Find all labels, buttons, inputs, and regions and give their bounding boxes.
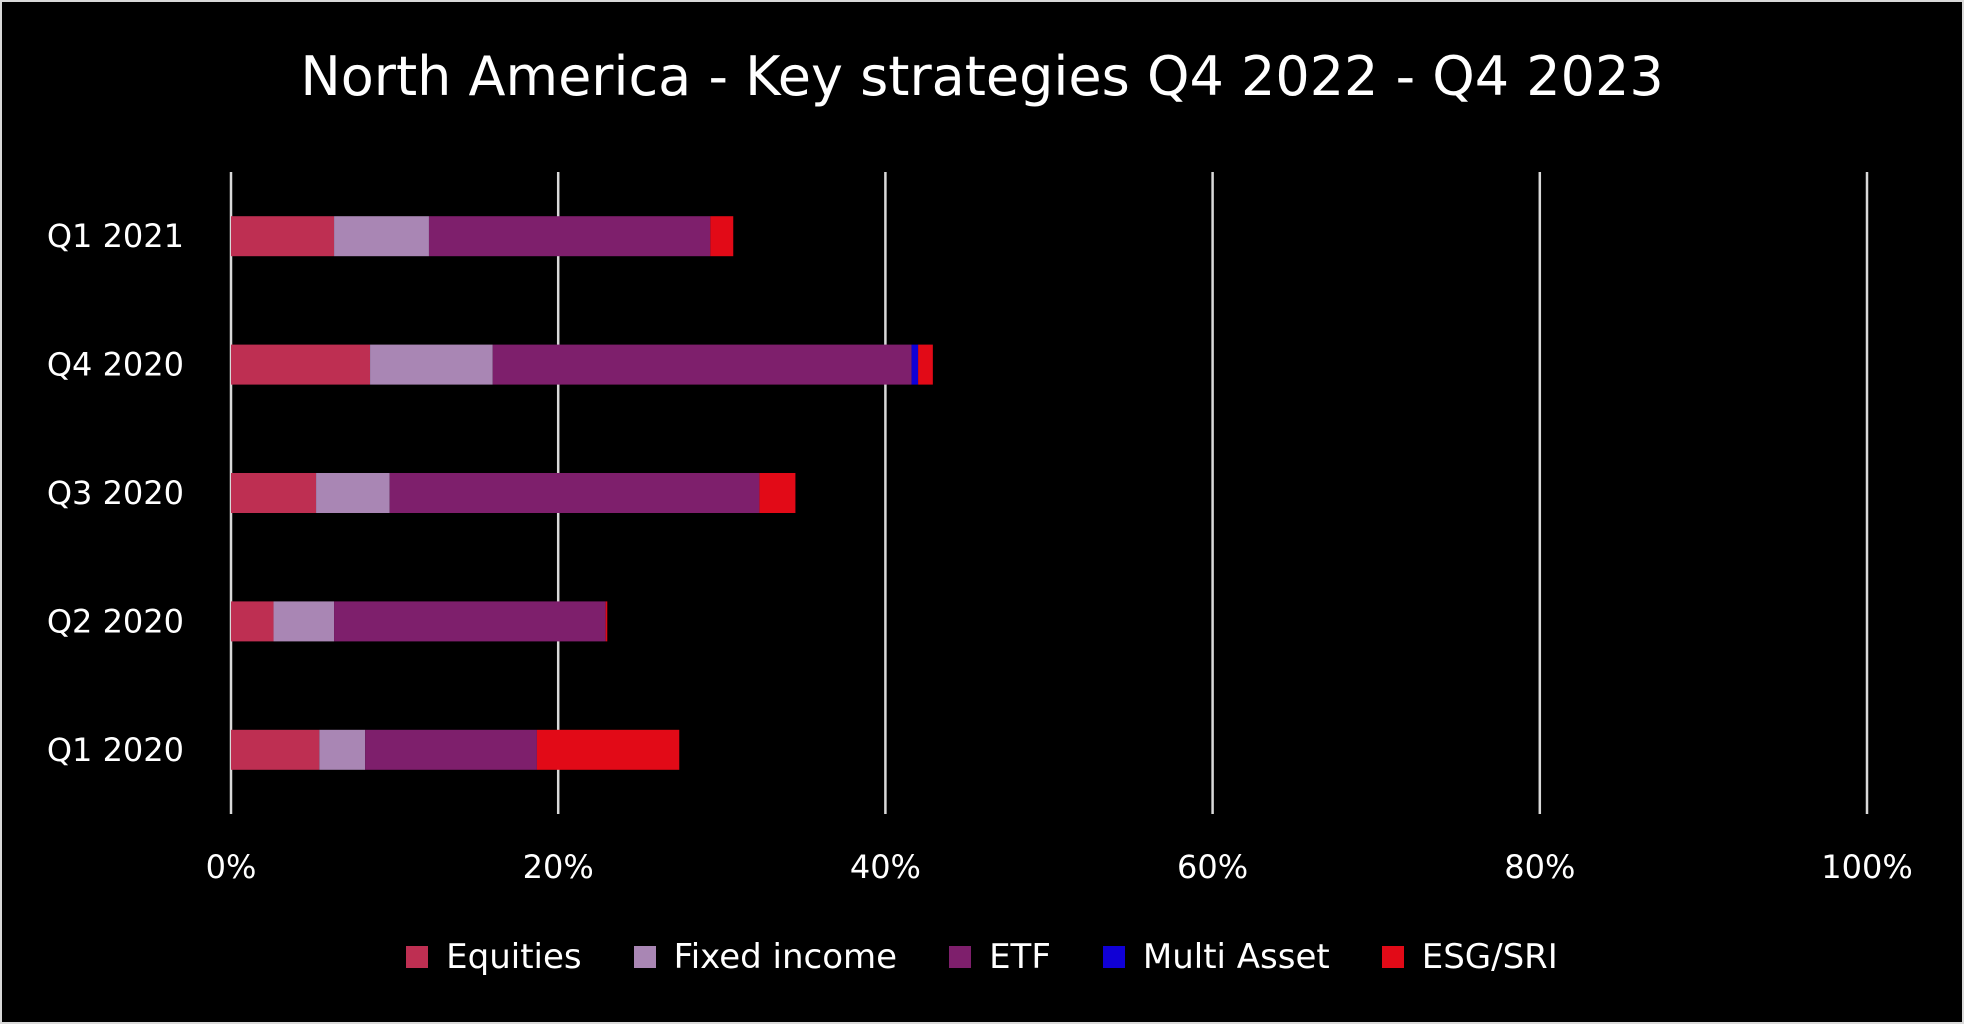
chart-title: North America - Key strategies Q4 2022 -… <box>300 45 1664 108</box>
x-tick-label: 100% <box>1821 848 1912 886</box>
x-tick-label: 0% <box>206 848 257 886</box>
category-labels: Q1 2021 Q4 2020 Q3 2020 Q2 2020 Q1 2020 <box>47 217 184 769</box>
bar-segment-fixed-income <box>370 344 493 385</box>
bar-segment-esg-sri <box>918 344 933 385</box>
bar-segment-fixed-income <box>334 216 429 257</box>
legend-item: Equities <box>406 937 582 977</box>
legend-label: Multi Asset <box>1142 937 1330 977</box>
legend-item: Multi Asset <box>1102 937 1330 977</box>
bars <box>231 216 933 770</box>
bar-segment-equities <box>231 601 274 642</box>
legend: Equities Fixed income ETF Multi Asset ESG/SR… <box>2 932 1962 982</box>
category-label: Q1 2021 <box>47 217 184 255</box>
bar-segment-equities <box>231 344 371 385</box>
category-label: Q4 2020 <box>47 346 184 384</box>
bar-segment-esg-sri <box>759 473 796 513</box>
legend-swatch <box>1381 946 1404 968</box>
x-tick-label: 20% <box>523 848 594 886</box>
bar-segment-fixed-income <box>319 729 366 770</box>
bar-segment-equities <box>231 729 320 770</box>
bar-segment-fixed-income <box>316 473 390 513</box>
x-tick-label: 40% <box>850 848 921 886</box>
bar-segment-etf <box>365 729 537 770</box>
legend-label: Fixed income <box>673 937 898 977</box>
x-tick-label: 80% <box>1504 848 1575 886</box>
legend-swatch <box>633 946 656 968</box>
bar-segment-esg-sri <box>710 216 734 257</box>
legend-item: ESG/SRI <box>1381 937 1558 977</box>
bar-segment-esg-sri <box>536 729 680 770</box>
x-tick-label: 60% <box>1177 848 1248 886</box>
x-tick-labels: 0% 20% 40% 60% 80% 100% <box>206 848 1913 886</box>
bar-segment-esg-sri <box>605 601 608 642</box>
legend-swatch <box>406 946 429 968</box>
legend-item: ETF <box>949 937 1051 977</box>
bar-segment-etf <box>492 344 912 385</box>
legend-swatch <box>949 946 972 968</box>
legend-label: ETF <box>989 937 1051 977</box>
category-label: Q1 2020 <box>47 731 184 769</box>
legend-label: Equities <box>446 937 582 977</box>
category-label: Q3 2020 <box>47 474 184 512</box>
bar-segment-equities <box>231 216 335 257</box>
bar-segment-etf <box>389 473 760 513</box>
bar-segment-multi-asset <box>911 344 919 385</box>
bar-segment-etf <box>428 216 711 257</box>
legend-swatch <box>1102 946 1125 968</box>
bar-segment-fixed-income <box>273 601 335 642</box>
category-label: Q2 2020 <box>47 602 184 640</box>
bar-segment-equities <box>231 473 317 513</box>
legend-item: Fixed income <box>633 937 898 977</box>
legend-label: ESG/SRI <box>1421 937 1558 977</box>
bar-segment-etf <box>334 601 606 642</box>
